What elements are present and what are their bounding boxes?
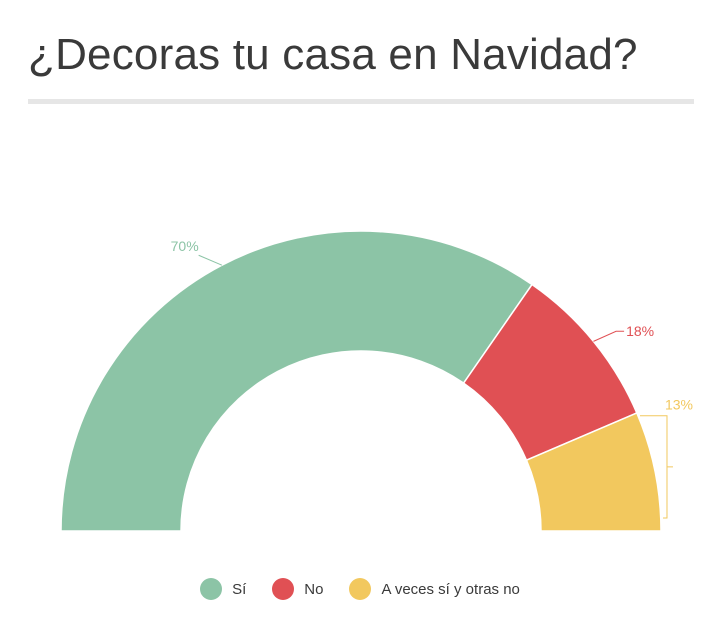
- leader-line-no: [593, 330, 625, 342]
- legend-swatch-a-veces: [349, 578, 372, 600]
- data-label-a-veces-si-y-otras-no: 13%: [665, 397, 693, 413]
- slice-a-veces-si-y-otras-no[interactable]: [525, 411, 662, 532]
- data-label-si: 70%: [171, 238, 199, 254]
- legend-swatch-si: [200, 578, 223, 600]
- legend-label-a-veces: A veces sí y otras no: [381, 580, 520, 598]
- chart-slices: [60, 230, 662, 532]
- legend-item-a-veces[interactable]: A veces sí y otras no: [349, 578, 520, 600]
- legend-swatch-no: [272, 578, 295, 600]
- legend-label-no: No: [304, 580, 324, 598]
- chart-title: ¿Decoras tu casa en Navidad?: [28, 30, 638, 79]
- half-donut-chart: 70% 18% 13%: [60, 230, 693, 532]
- legend-label-si: Sí: [232, 580, 247, 598]
- data-label-no: 18%: [626, 323, 654, 339]
- chart-leader-lines: [198, 254, 673, 519]
- slice-si[interactable]: [60, 230, 534, 532]
- chart-data-labels: 70% 18% 13%: [171, 238, 693, 412]
- chart-legend: Sí No A veces sí y otras no: [0, 578, 720, 600]
- legend-item-si[interactable]: Sí: [200, 578, 246, 600]
- title-divider: [28, 99, 694, 104]
- legend-item-no[interactable]: No: [272, 578, 323, 600]
- leader-line-si: [198, 254, 223, 266]
